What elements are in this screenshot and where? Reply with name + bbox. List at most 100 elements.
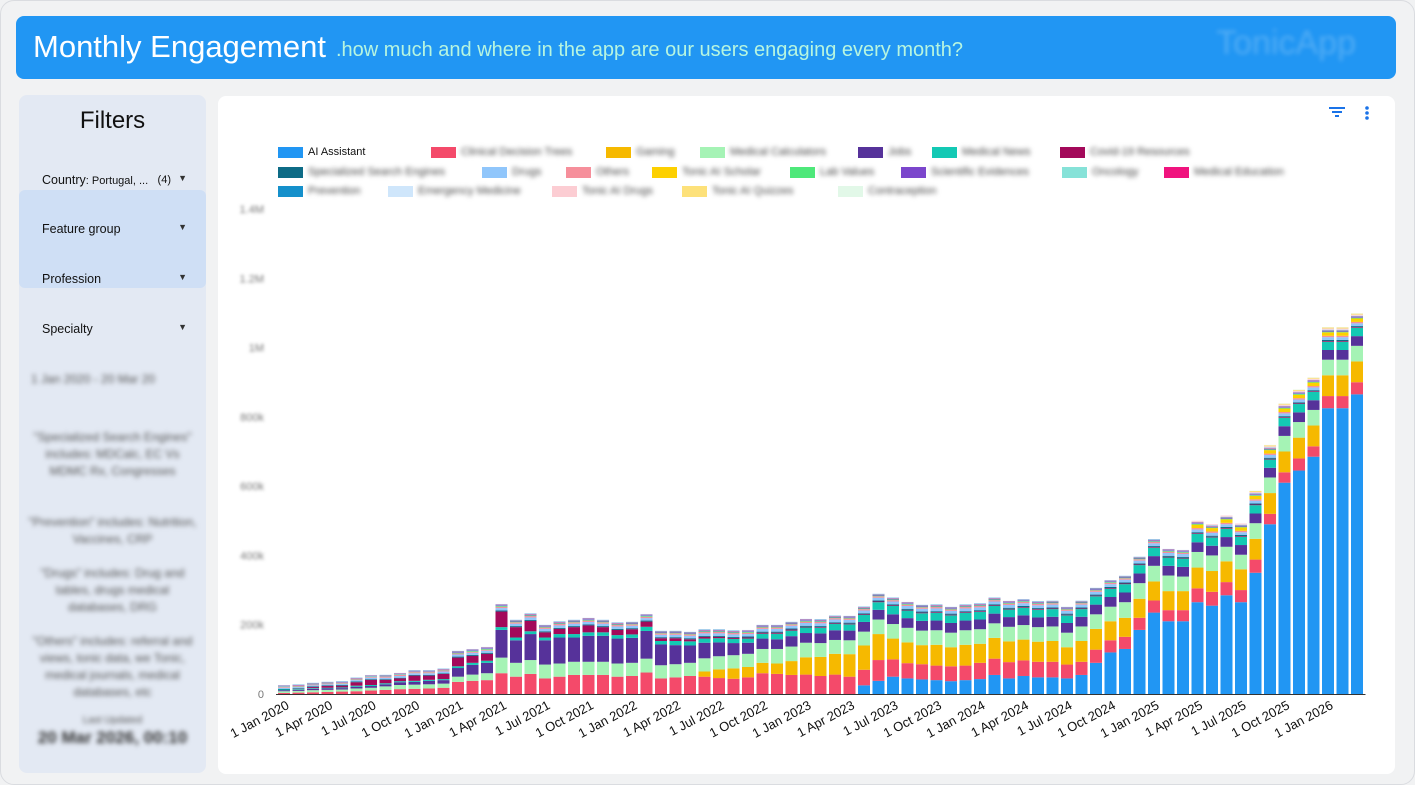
bar-segment[interactable] (1249, 490, 1262, 493)
bar-segment[interactable] (539, 678, 551, 694)
bar-segment[interactable] (858, 607, 870, 609)
bar-segment[interactable] (1293, 403, 1305, 405)
bar-segment[interactable] (626, 662, 638, 676)
bar-segment[interactable] (1264, 445, 1276, 447)
bar-segment[interactable] (640, 621, 653, 627)
bar-segment[interactable] (742, 634, 754, 637)
bar-segment[interactable] (1351, 317, 1363, 319)
bar-segment[interactable] (539, 637, 551, 641)
bar-segment[interactable] (1017, 615, 1030, 626)
bar-segment[interactable] (350, 679, 363, 681)
bar-segment[interactable] (1032, 609, 1044, 610)
bar-segment[interactable] (1322, 337, 1334, 340)
bar-segment[interactable] (713, 631, 725, 632)
bar-segment[interactable] (974, 619, 986, 630)
bar-segment[interactable] (278, 689, 290, 691)
bar-segment[interactable] (713, 642, 725, 657)
bar-segment[interactable] (1148, 600, 1160, 613)
bar-segment[interactable] (495, 657, 508, 674)
bar-segment[interactable] (727, 668, 740, 679)
bar-segment[interactable] (785, 622, 798, 624)
bar-segment[interactable] (408, 675, 421, 681)
bar-segment[interactable] (640, 672, 653, 694)
bar-segment[interactable] (1220, 518, 1233, 520)
bar-segment[interactable] (437, 687, 450, 694)
bar-segment[interactable] (466, 654, 479, 656)
bar-segment[interactable] (1104, 587, 1117, 589)
bar-segment[interactable] (1133, 598, 1146, 618)
bar-segment[interactable] (974, 643, 986, 663)
bar-segment[interactable] (684, 638, 696, 640)
bar-segment[interactable] (727, 634, 740, 637)
bar-segment[interactable] (814, 656, 827, 676)
bar-segment[interactable] (901, 606, 914, 609)
bar-segment[interactable] (350, 682, 363, 686)
bar-segment[interactable] (669, 645, 682, 665)
bar-segment[interactable] (1046, 604, 1059, 608)
bar-segment[interactable] (365, 677, 377, 678)
bar-segment[interactable] (466, 651, 479, 653)
bar-segment[interactable] (1003, 609, 1015, 618)
bar-segment[interactable] (582, 632, 595, 636)
bar-segment[interactable] (1220, 582, 1233, 596)
bar-segment[interactable] (1278, 472, 1291, 483)
bar-segment[interactable] (814, 621, 827, 622)
bar-segment[interactable] (945, 613, 957, 615)
bar-segment[interactable] (510, 620, 522, 622)
bar-segment[interactable] (785, 625, 798, 629)
bar-segment[interactable] (1046, 626, 1059, 641)
bar-segment[interactable] (930, 611, 943, 613)
bar-segment[interactable] (524, 617, 537, 620)
bar-segment[interactable] (379, 686, 392, 690)
bar-segment[interactable] (1061, 664, 1073, 679)
bar-segment[interactable] (843, 617, 856, 618)
bar-segment[interactable] (481, 649, 493, 651)
bar-segment[interactable] (1032, 641, 1044, 662)
bar-segment[interactable] (1206, 527, 1218, 529)
bar-segment[interactable] (1220, 528, 1233, 538)
bar-segment[interactable] (1032, 617, 1044, 628)
bar-segment[interactable] (1206, 532, 1218, 536)
bar-segment[interactable] (1322, 327, 1334, 329)
bar-segment[interactable] (1264, 458, 1276, 460)
bar-segment[interactable] (814, 675, 827, 694)
bar-segment[interactable] (916, 630, 928, 646)
bar-segment[interactable] (872, 594, 885, 596)
bar-segment[interactable] (698, 638, 711, 643)
bar-segment[interactable] (597, 626, 609, 628)
bar-segment[interactable] (1177, 558, 1189, 567)
bar-segment[interactable] (814, 621, 827, 624)
bar-segment[interactable] (1351, 323, 1363, 327)
bar-segment[interactable] (930, 620, 943, 631)
bar-segment[interactable] (394, 681, 406, 683)
bar-segment[interactable] (785, 674, 798, 694)
bar-segment[interactable] (684, 675, 696, 694)
bar-segment[interactable] (1293, 394, 1305, 399)
bar-segment[interactable] (394, 682, 406, 685)
bar-segment[interactable] (1322, 328, 1334, 330)
bar-segment[interactable] (321, 687, 334, 689)
bar-segment[interactable] (1206, 555, 1218, 572)
bar-segment[interactable] (640, 618, 653, 621)
bar-segment[interactable] (423, 672, 435, 674)
bar-segment[interactable] (1148, 541, 1160, 544)
bar-segment[interactable] (1032, 603, 1044, 606)
bar-segment[interactable] (1322, 341, 1334, 350)
bar-segment[interactable] (394, 689, 406, 694)
bar-segment[interactable] (611, 663, 624, 677)
bar-segment[interactable] (843, 623, 856, 625)
bar-segment[interactable] (553, 634, 566, 638)
bar-segment[interactable] (756, 627, 769, 629)
bar-segment[interactable] (1220, 524, 1233, 528)
bar-segment[interactable] (756, 662, 769, 674)
bar-segment[interactable] (974, 605, 986, 607)
bar-segment[interactable] (1336, 330, 1349, 332)
bar-segment[interactable] (1307, 409, 1320, 426)
bar-segment[interactable] (1322, 331, 1334, 333)
bar-segment[interactable] (1351, 382, 1363, 395)
bar-segment[interactable] (1104, 588, 1117, 597)
bar-segment[interactable] (568, 634, 580, 638)
bar-segment[interactable] (307, 692, 319, 694)
bar-segment[interactable] (466, 650, 479, 652)
bar-segment[interactable] (1336, 375, 1349, 397)
